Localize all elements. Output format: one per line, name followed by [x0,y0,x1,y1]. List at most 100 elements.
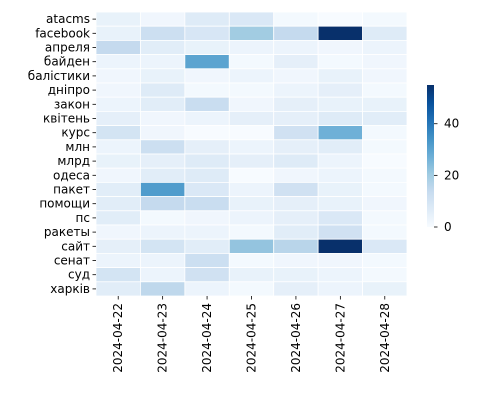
heatmap-cell [184,139,230,155]
y-tick-label: квiтень [43,112,90,126]
y-tick-label: млн [65,140,90,154]
y-tick-label: ракеты [44,225,90,239]
heatmap-cell [362,153,408,169]
heatmap-cell [228,153,275,169]
heatmap-cell [317,54,363,70]
heatmap-cell [140,68,186,84]
heatmap-cell [95,96,141,112]
heatmap-cell [184,125,230,141]
x-axis-tick-labels: 2024-04-22 2024-04-23 2024-04-24 2024-04-25… [111,296,392,373]
heatmap-cell [140,196,186,212]
colorbar-tick-label: 20 [444,168,459,182]
heatmap-cell [184,252,230,268]
heatmap-cell [140,281,186,297]
heatmap-cell [362,252,408,268]
heatmap-cell [273,125,319,141]
heatmap-cell [273,167,319,183]
heatmap-cell [362,181,408,197]
heatmap-cell [95,281,141,297]
heatmap-cell [273,210,319,226]
heatmap-cell [362,96,408,112]
heatmap-cell [317,196,363,212]
heatmap-cell [140,11,186,27]
heatmap-cell [362,125,408,141]
heatmap-cell [140,40,186,56]
heatmap-cell [228,54,275,70]
heatmap-cell [273,252,319,268]
heatmap-cell [273,238,319,254]
heatmap-cell [184,281,230,297]
heatmap-cell [228,111,275,127]
heatmap-cell [317,238,363,254]
heatmap-cell [317,139,363,155]
heatmap-cell [95,153,141,169]
colorbar-gradient [427,85,434,227]
y-tick-label: пакет [53,183,90,197]
heatmap-cell [140,224,186,240]
y-tick-label: млрд [57,154,90,168]
heatmap-cell [273,196,319,212]
heatmap-cell [140,25,186,41]
heatmap-cell [273,82,319,98]
y-tick-label: atacms [46,12,90,26]
heatmap-cell [273,267,319,283]
y-tick-label: днiпро [48,83,90,97]
heatmap-cell [362,54,408,70]
heatmap-cell [184,167,230,183]
heatmap-cell [228,68,275,84]
heatmap-cells [95,11,408,297]
y-tick-label: сенат [54,254,90,268]
heatmap-cell [362,196,408,212]
heatmap-cell [317,111,363,127]
y-tick-label: facebook [35,26,90,40]
heatmap-cell [184,153,230,169]
heatmap-cell [228,125,275,141]
heatmap-cell [95,125,141,141]
heatmap-cell [362,224,408,240]
heatmap-cell [95,139,141,155]
heatmap-cell [317,125,363,141]
heatmap-cell [140,252,186,268]
x-tick-label: 2024-04-27 [333,303,347,373]
heatmap-cell [317,224,363,240]
heatmap-cell [273,40,319,56]
heatmap-cell [184,238,230,254]
heatmap-cell [317,40,363,56]
heatmap-cell [317,167,363,183]
heatmap-cell [273,68,319,84]
colorbar: 0 20 40 [427,85,459,234]
x-tick-label: 2024-04-23 [156,303,170,373]
x-tick-label: 2024-04-22 [111,303,125,373]
heatmap-cell [273,25,319,41]
heatmap-cell [184,54,230,70]
heatmap-cell [362,267,408,283]
heatmap-cell [184,40,230,56]
heatmap-cell [95,196,141,212]
heatmap-cell [95,210,141,226]
heatmap-cell [95,238,141,254]
x-tick-label: 2024-04-26 [289,303,303,373]
heatmap-cell [184,196,230,212]
y-tick-label: суд [68,268,90,282]
heatmap-cell [273,54,319,70]
heatmap-cell [273,181,319,197]
heatmap-cell [140,96,186,112]
y-tick-label: помощи [39,197,90,211]
y-tick-label: пс [76,211,90,225]
y-tick-label: байден [44,55,90,69]
heatmap-cell [273,111,319,127]
heatmap-cell [317,68,363,84]
colorbar-tick-label: 0 [444,220,452,234]
heatmap-cell [362,139,408,155]
y-tick-label: закон [54,97,90,111]
heatmap-cell [140,125,186,141]
heatmap-cell [317,252,363,268]
heatmap-cell [317,11,363,27]
heatmap-cell [95,224,141,240]
y-tick-label: харкiв [50,282,90,296]
heatmap-cell [228,210,275,226]
heatmap-cell [273,11,319,27]
heatmap-cell [228,167,275,183]
heatmap-cell [362,68,408,84]
